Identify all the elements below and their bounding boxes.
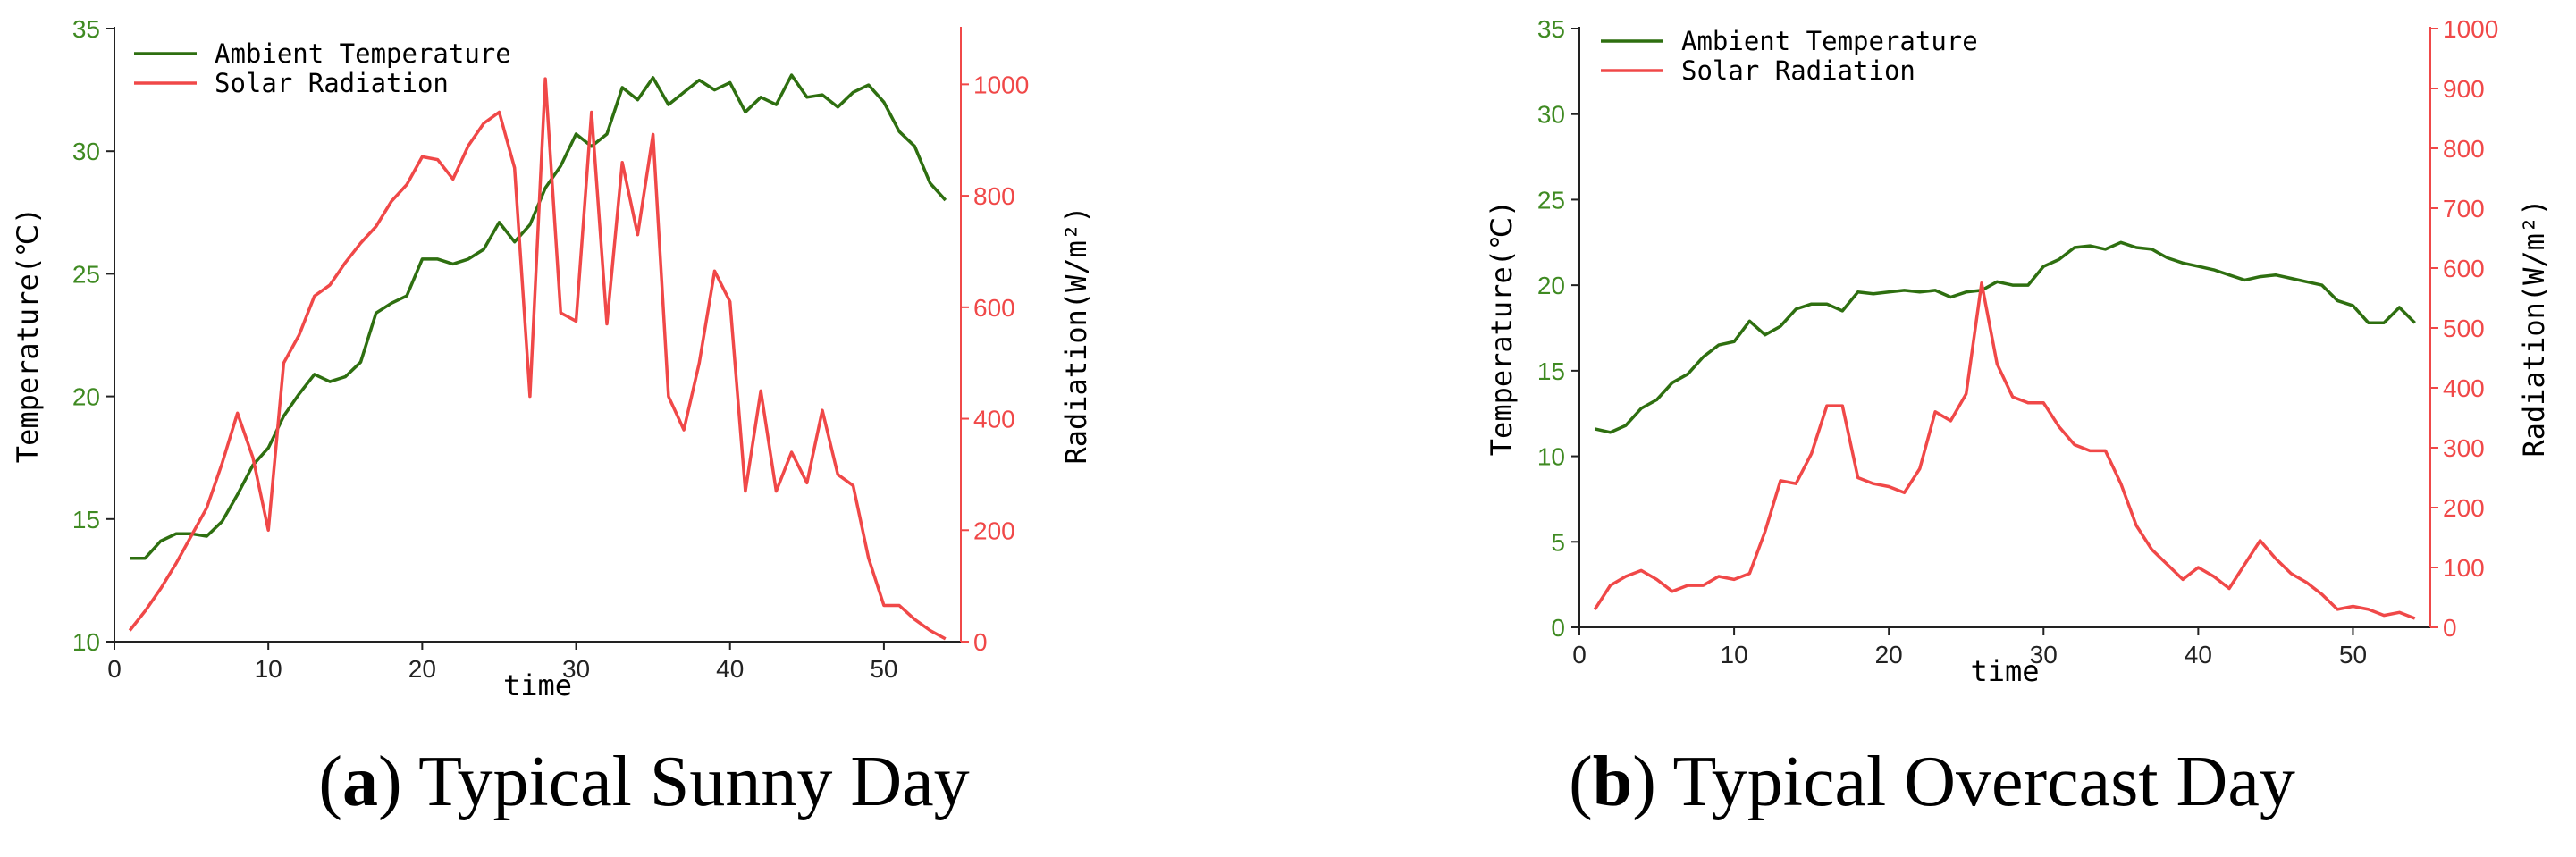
chart-a-x-tick-label: 50 [870,655,897,683]
chart-b-temperature-line [1594,240,2416,434]
chart-a-y-tick-label: 10 [72,628,100,656]
chart-a-x-tick-label: 10 [255,655,282,683]
chart-a-y2-axis-title: Radiation(W/m²) [1059,206,1093,465]
chart-b-y2-tick-label: 700 [2443,195,2485,223]
chart-a-y2-tick-label: 600 [973,294,1015,322]
chart-b: 0 10 20 30 40 5005101520253035010020030040050… [1485,15,2551,688]
chart-a-y2-tick-label: 200 [973,517,1015,544]
chart-b-x-tick-label: 10 [1721,641,1748,668]
chart-b-x-axis-title: time [1970,654,2039,688]
chart-b-y2-tick-label: 300 [2443,434,2485,462]
chart-a-legend-label: Ambient Temperature [215,38,511,69]
chart-b-y2-tick-label: 100 [2443,554,2485,582]
chart-b-y-tick-label: 10 [1537,443,1565,471]
chart-b-x-tick-label: 30 [2030,641,2058,668]
chart-b-x-tick-label: 40 [2185,641,2212,668]
chart-a-y-tick-label: 15 [72,506,100,534]
caption-a-label: a [341,743,378,821]
chart-b-y-tick-label: 15 [1537,357,1565,385]
chart-a-y-tick-label: 25 [72,260,100,288]
chart-a-temperature-line [130,73,947,560]
chart-b-x-tick-label: 50 [2339,641,2367,668]
chart-b-y-tick-label: 35 [1537,15,1565,43]
chart-b-x-tick-label: 20 [1875,641,1903,668]
chart-b-y2-tick-label: 500 [2443,315,2485,342]
chart-b-y2-tick-label: 600 [2443,255,2485,282]
caption-b: (b) Typical Overcast Day [1569,743,2295,821]
chart-b-x-tick-label: 0 [1572,641,1587,668]
chart-b-y2-tick-label: 900 [2443,75,2485,103]
chart-b-y-axis-title: Temperature(℃) [1485,200,1519,456]
chart-b-y2-tick-label: 200 [2443,494,2485,522]
chart-a-y-tick-label: 30 [72,138,100,165]
chart-b-y-tick-label: 25 [1537,186,1565,214]
caption-a-text: Typical Sunny Day [418,743,970,821]
chart-a-x-tick-label: 40 [716,655,744,683]
chart-b-radiation-line [1593,281,2416,620]
chart-a-x-tick-label: 30 [562,655,590,683]
chart-b-y2-tick-label: 1000 [2443,15,2498,43]
chart-b-legend-label: Ambient Temperature [1681,26,1978,56]
chart-a-x-tick-label: 0 [107,655,122,683]
chart-a-y2-tick-label: 800 [973,182,1015,210]
chart-b-y-tick-label: 30 [1537,101,1565,129]
chart-a-x-axis-title: time [503,668,572,702]
caption-a: (a) Typical Sunny Day [318,743,970,821]
chart-a-y-tick-label: 35 [72,15,100,43]
chart-panel-a: 0 10 20 30 40 50 10 15 20 25 30 35 0 200 400 600 800 1000… [11,15,1093,821]
chart-a-legend-label: Solar Radiation [215,68,449,98]
chart-b-y2-axis-title: Radiation(W/m²) [2517,199,2551,458]
chart-panel-b: 0 10 20 30 40 50 0 5 10 15 20 25 30 35 0 100 200 300 400 50… [1288,0,2576,857]
chart-b-y-tick-label: 0 [1551,614,1565,642]
chart-b-y2-tick-label: 400 [2443,374,2485,402]
caption-b-text: Typical Overcast Day [1672,743,2295,821]
chart-a-y2-tick-label: 0 [973,628,988,656]
chart-a-y2-tick-label: 1000 [973,71,1029,98]
chart-a-y-axis-title: Temperature(℃) [11,207,45,463]
chart-a-x-tick-label: 20 [408,655,436,683]
chart-b-y-tick-label: 20 [1537,272,1565,299]
chart-a-y2-tick-label: 400 [973,406,1015,433]
chart-b-y2-tick-label: 0 [2443,614,2457,642]
chart-b-y2-tick-label: 800 [2443,135,2485,163]
chart-a-y-tick-label: 20 [72,383,100,411]
chart-b-y-tick-label: 5 [1551,528,1565,556]
chart-a: 0 10 20 30 40 5010152025303502004006008001000… [11,15,1093,702]
caption-b-label: b [1592,743,1633,821]
chart-b-legend-label: Solar Radiation [1681,55,1915,86]
chart-a-radiation-line [128,77,947,641]
